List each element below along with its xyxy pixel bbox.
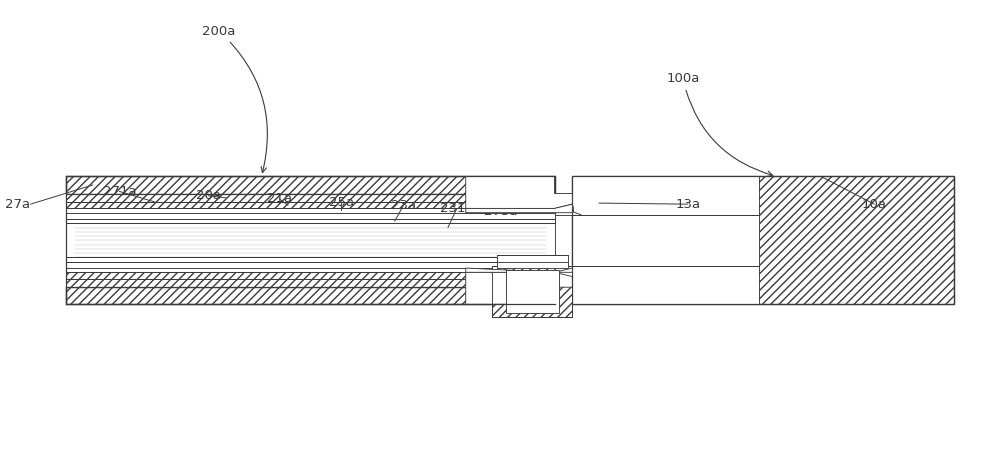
Bar [66, 272, 555, 278]
Bar [572, 266, 759, 304]
Bar [572, 177, 954, 304]
Bar [66, 268, 555, 272]
Bar [66, 287, 555, 304]
Polygon shape [466, 268, 572, 272]
Bar [66, 213, 555, 268]
Text: 20a: 20a [196, 189, 221, 202]
Text: 273a: 273a [484, 205, 518, 218]
Text: 200a: 200a [202, 25, 267, 173]
Text: 21a: 21a [267, 192, 292, 205]
Bar [66, 287, 555, 304]
Bar [66, 202, 555, 208]
Text: 100a: 100a [666, 72, 773, 177]
Text: 10a: 10a [862, 198, 887, 211]
Bar [66, 258, 555, 262]
Bar [572, 177, 759, 215]
Text: 271a: 271a [103, 185, 136, 198]
Bar [492, 266, 572, 317]
Bar [66, 194, 555, 202]
Bar [66, 219, 555, 223]
Bar [66, 278, 555, 287]
Bar [66, 208, 555, 213]
Polygon shape [466, 272, 572, 304]
Bar [492, 266, 572, 317]
Bar [66, 194, 555, 202]
Bar [497, 255, 568, 268]
Bar [66, 177, 555, 194]
Bar [572, 266, 759, 304]
Text: 231a: 231a [440, 202, 474, 215]
Bar [572, 215, 759, 266]
Bar [506, 270, 559, 313]
Bar [66, 202, 555, 208]
Bar [572, 177, 954, 304]
Bar [555, 204, 572, 215]
Bar [66, 272, 555, 278]
Text: 25a: 25a [329, 196, 354, 208]
Text: 13a: 13a [675, 198, 700, 211]
Bar [66, 278, 555, 287]
Bar [572, 177, 759, 215]
Bar [555, 266, 572, 277]
Bar [66, 177, 555, 194]
Text: 27a: 27a [5, 198, 31, 211]
Polygon shape [466, 204, 572, 213]
Text: 11a: 11a [551, 202, 576, 215]
Polygon shape [466, 177, 572, 208]
Text: 23a: 23a [391, 198, 416, 212]
